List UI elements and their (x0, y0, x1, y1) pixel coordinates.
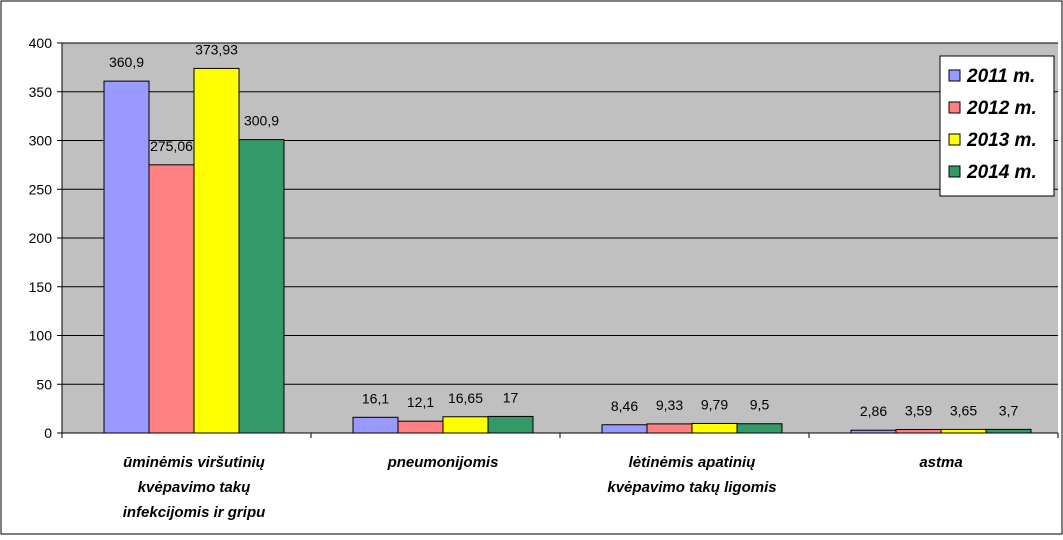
data-label: 373,93 (195, 41, 238, 57)
data-label: 3,65 (950, 402, 977, 418)
legend-label: 2011 m. (966, 66, 1035, 87)
legend-label: 2012 m. (966, 98, 1037, 119)
legend-swatch (948, 101, 961, 114)
bar-2014-m-cat-0 (238, 139, 285, 434)
bar-2012-m-cat-2 (646, 423, 693, 434)
y-tick-label: 200 (29, 230, 53, 246)
bar-2013-m-cat-1 (442, 416, 489, 434)
data-label: 16,65 (448, 390, 483, 406)
data-label: 300,9 (244, 113, 279, 129)
data-label: 9,33 (656, 397, 683, 413)
legend-label: 2013 m. (966, 130, 1037, 151)
bar-2012-m-cat-0 (148, 164, 195, 434)
data-label: 12,1 (407, 394, 434, 410)
data-label: 16,1 (362, 390, 389, 406)
y-tick-label: 350 (29, 84, 53, 100)
legend-swatch (948, 69, 961, 82)
y-tick-label: 0 (44, 425, 52, 441)
bar-2013-m-cat-3 (940, 428, 987, 434)
data-label: 17 (503, 389, 519, 405)
y-tick-label: 150 (29, 279, 53, 295)
y-tick-label: 300 (29, 133, 53, 149)
bar-2011-m-cat-1 (352, 416, 399, 434)
y-tick-label: 250 (29, 181, 53, 197)
x-category-label: lėtinėmis apatinių kvėpavimo takų ligomis (607, 454, 776, 496)
data-label: 8,46 (611, 398, 638, 414)
legend-swatch (948, 165, 961, 178)
x-category-label: ūminėmis viršutinių kvėpavimo takų infekci… (123, 454, 266, 521)
x-category-label: astma (919, 454, 962, 471)
bar-2014-m-cat-2 (736, 423, 783, 434)
y-tick-label: 50 (36, 376, 52, 392)
x-axis-category-labels: ūminėmis viršutinių kvėpavimo takų infekci… (123, 454, 963, 521)
data-label: 360,9 (109, 54, 144, 70)
data-label: 275,06 (150, 138, 193, 154)
y-tick-label: 100 (29, 328, 53, 344)
data-label: 2,86 (860, 403, 887, 419)
bar-2012-m-cat-1 (397, 420, 444, 434)
bar-2013-m-cat-0 (193, 67, 240, 434)
bar-2012-m-cat-3 (895, 428, 942, 434)
legend: 2011 m. 2012 m. 2013 m. 2014 m. (939, 55, 1055, 197)
data-label: 3,7 (999, 402, 1019, 418)
x-category-label: pneumonijomis (387, 454, 499, 471)
data-label: 3,59 (905, 402, 932, 418)
bar-2014-m-cat-1 (487, 415, 534, 434)
data-label: 9,5 (750, 397, 770, 413)
data-labels: 360,9 275,06 373,93 300,9 16,1 12,1 16,65 17 8,4… (109, 41, 1018, 419)
y-tick-label: 400 (29, 35, 53, 51)
bar-2013-m-cat-2 (691, 422, 738, 434)
legend-label: 2014 m. (966, 162, 1037, 183)
bar-2014-m-cat-3 (985, 428, 1032, 434)
y-axis-ticks: 0 50 100 150 200 250 300 350 400 (29, 35, 62, 441)
bar-2011-m-cat-2 (601, 424, 648, 434)
legend-swatch (948, 133, 961, 146)
bar-2011-m-cat-0 (103, 80, 150, 434)
bars (103, 67, 1032, 434)
data-label: 9,79 (701, 396, 728, 412)
